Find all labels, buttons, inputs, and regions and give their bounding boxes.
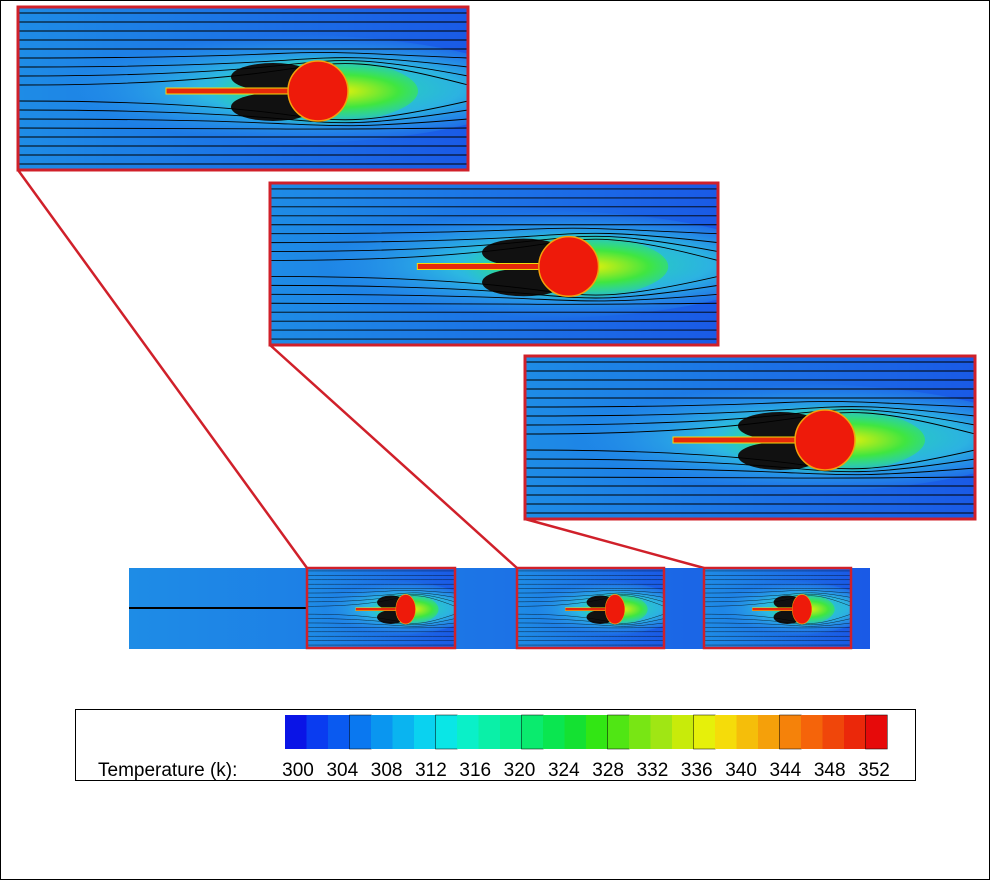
colorbar-band [822, 715, 845, 749]
colorbar-band [521, 714, 544, 750]
colorbar-band [457, 715, 479, 749]
colorbar [285, 714, 888, 750]
colorbar-band [865, 714, 888, 750]
colorbar-band [543, 715, 565, 749]
colorbar-band [392, 715, 415, 749]
colorbar-band [650, 715, 673, 749]
zoom-lines [16, 169, 705, 570]
colorbar-band [328, 715, 350, 749]
colorbar-label: Temperature (k): [98, 760, 237, 781]
colorbar-band [693, 714, 716, 750]
colorbar-tick-label: 328 [592, 760, 624, 781]
colorbar-band [715, 715, 737, 749]
colorbar-band [586, 715, 608, 749]
colorbar-band [672, 715, 694, 749]
zoom-panel [16, 5, 470, 172]
zoom-panel [523, 354, 977, 521]
colorbar-band [349, 714, 372, 750]
colorbar-tick-label: 332 [637, 760, 669, 781]
colorbar-band [801, 715, 823, 749]
colorbar-ticks: 300 304 308 312 316 320 324 328 332 336 340 344 348 3… [282, 760, 890, 781]
colorbar-tick-label: 336 [681, 760, 713, 781]
colorbar-band [414, 715, 436, 749]
colorbar-band [779, 714, 802, 750]
colorbar-tick-label: 316 [459, 760, 491, 781]
colorbar-tick-label: 344 [770, 760, 802, 781]
colorbar-band [285, 715, 307, 749]
colorbar-band [607, 714, 630, 750]
colorbar-band [371, 715, 393, 749]
zoom-panel [268, 181, 720, 347]
colorbar-band [306, 715, 329, 749]
colorbar-band [435, 714, 458, 750]
colorbar-band [478, 715, 501, 749]
colorbar-tick-label: 348 [814, 760, 846, 781]
colorbar-band [736, 715, 759, 749]
overview-strip [129, 566, 870, 650]
colorbar-band [844, 715, 866, 749]
colorbar-band [564, 715, 587, 749]
colorbar-tick-label: 340 [725, 760, 757, 781]
colorbar-tick-label: 324 [548, 760, 580, 781]
colorbar-tick-label: 300 [282, 760, 314, 781]
colorbar-band [629, 715, 651, 749]
colorbar-band [758, 715, 780, 749]
colorbar-tick-label: 312 [415, 760, 447, 781]
colorbar-tick-label: 352 [858, 760, 890, 781]
colorbar-band [500, 715, 522, 749]
colorbar-tick-label: 320 [504, 760, 536, 781]
colorbar-tick-label: 308 [371, 760, 403, 781]
colorbar-tick-label: 304 [326, 760, 358, 781]
